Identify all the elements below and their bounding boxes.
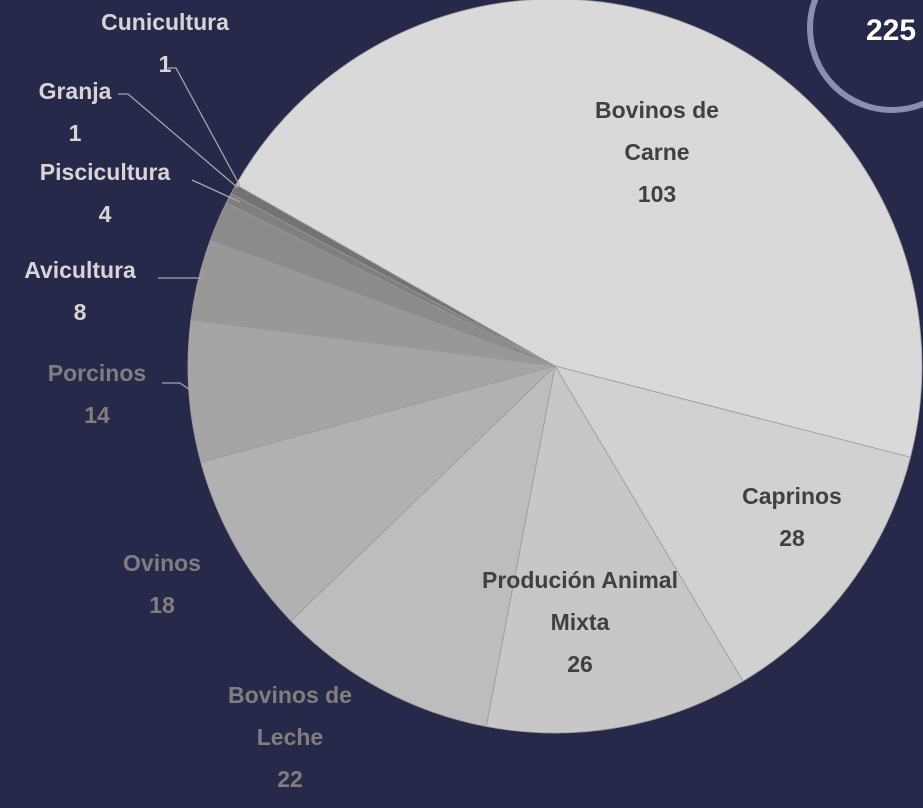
leader-lines	[118, 67, 241, 391]
slices	[187, 0, 923, 734]
leader-line	[158, 275, 205, 279]
pie-slice	[290, 364, 556, 727]
category-label: Ovinos	[123, 550, 201, 576]
category-label: Bovinos de Carne	[595, 97, 719, 165]
category-label: Cunicultura	[101, 9, 229, 35]
pie-slice	[485, 364, 744, 734]
slice-label: Granja 1	[15, 70, 135, 154]
pie-slice	[187, 319, 556, 463]
value-label: 22	[277, 766, 303, 792]
category-label: Avicultura	[24, 257, 136, 283]
value-label: 18	[149, 592, 175, 618]
total-ring	[807, 0, 923, 113]
slice-label: Caprinos 28	[712, 475, 872, 559]
slice-label: Avicultura 8	[0, 249, 160, 333]
category-label: Granja	[38, 78, 112, 104]
slice-label: Piscicultura 4	[20, 151, 190, 235]
slice-label: Produción Animal Mixta 26	[475, 559, 685, 685]
value-label: 1	[68, 120, 82, 146]
value-label: 1	[158, 51, 172, 77]
category-label: Porcinos	[47, 360, 147, 386]
slice-label: Porcinos 14	[17, 352, 177, 436]
value-label: 4	[98, 201, 112, 227]
category-label: Piscicultura	[39, 159, 171, 185]
value-label: 28	[779, 525, 805, 551]
value-label: 14	[84, 402, 110, 428]
leader-line	[191, 179, 241, 203]
category-label: Produción Animal Mixta	[482, 567, 678, 635]
leader-line	[168, 67, 241, 187]
total-value: 225	[866, 14, 916, 47]
leader-line	[162, 382, 191, 391]
slice-label: Bovinos de Leche 22	[205, 674, 375, 800]
value-label: 8	[73, 299, 87, 325]
slice-label: Bovinos de Carne 103	[572, 89, 742, 215]
leader-line	[118, 93, 239, 189]
category-label: Bovinos de Leche	[228, 682, 352, 750]
slice-label: Cunicultura 1	[80, 1, 250, 85]
pie-slice	[200, 365, 556, 622]
pie-slice	[230, 184, 556, 367]
category-label: Caprinos	[742, 483, 842, 509]
slice-label: Ovinos 18	[82, 542, 242, 626]
pie-slice	[554, 365, 911, 682]
pie-slice	[235, 0, 923, 458]
value-label: 26	[567, 651, 593, 677]
value-label: 103	[637, 181, 677, 207]
